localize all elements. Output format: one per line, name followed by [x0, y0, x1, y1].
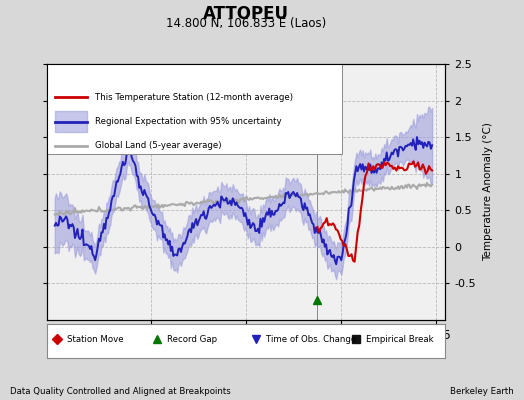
Text: Station Move: Station Move [67, 335, 124, 344]
Text: Record Gap: Record Gap [167, 335, 217, 344]
Text: This Temperature Station (12-month average): This Temperature Station (12-month avera… [95, 93, 293, 102]
Text: Global Land (5-year average): Global Land (5-year average) [95, 142, 222, 150]
Y-axis label: Temperature Anomaly (°C): Temperature Anomaly (°C) [483, 122, 493, 262]
Text: ATTOPEU: ATTOPEU [203, 5, 289, 23]
Text: Data Quality Controlled and Aligned at Breakpoints: Data Quality Controlled and Aligned at B… [10, 387, 231, 396]
Text: Time of Obs. Change: Time of Obs. Change [266, 335, 356, 344]
Text: 14.800 N, 106.833 E (Laos): 14.800 N, 106.833 E (Laos) [166, 17, 326, 30]
Text: Regional Expectation with 95% uncertainty: Regional Expectation with 95% uncertaint… [95, 117, 281, 126]
Text: Empirical Break: Empirical Break [366, 335, 433, 344]
Text: Berkeley Earth: Berkeley Earth [450, 387, 514, 396]
FancyBboxPatch shape [47, 62, 342, 154]
